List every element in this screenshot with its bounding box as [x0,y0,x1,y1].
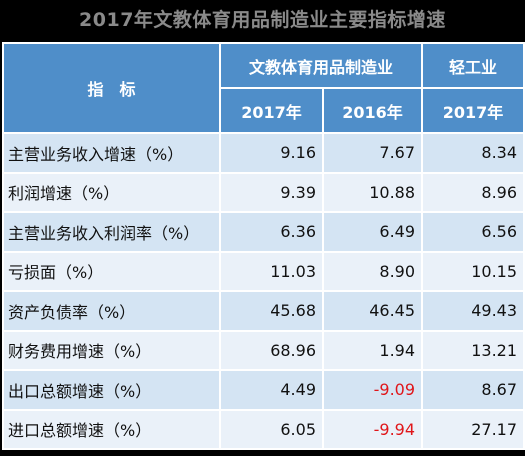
header-group-light-industry: 轻工业 [421,42,525,89]
cell-2017: 11.03 [219,250,324,292]
cell-2017: 6.36 [219,211,324,253]
row-label: 亏损面（%） [2,250,221,292]
header-group-stationery-sports: 文教体育用品制造业 [218,42,424,89]
cell-2016: -9.94 [321,408,424,450]
cell-2017: 9.16 [219,132,324,174]
cell-2016: 6.49 [321,211,424,253]
row-label: 主营业务收入利润率（%） [2,211,221,253]
header-indicator: 指 标 [2,42,221,134]
cell-2017: 4.49 [219,369,324,411]
cell-2016: 10.88 [321,171,424,213]
table-row: 资产负债率（%） 45.68 46.45 49.43 [2,290,525,332]
row-label: 进口总额增速（%） [2,408,221,450]
header-year-2017: 2017年 [219,87,324,134]
cell-2017: 45.68 [219,290,324,332]
header-year-2016: 2016年 [321,87,424,134]
cell-2017: 6.05 [219,408,324,450]
cell-2016: 46.45 [321,290,424,332]
cell-2016: 1.94 [321,329,424,371]
row-label: 主营业务收入增速（%） [2,132,221,174]
row-label: 利润增速（%） [2,171,221,213]
cell-light-2017: 49.43 [421,290,525,332]
cell-light-2017: 13.21 [421,329,525,371]
header-year-2017-light: 2017年 [421,87,525,134]
cell-light-2017: 27.17 [421,408,525,450]
table-title: 2017年文教体育用品制造业主要指标增速 [79,9,446,31]
table-row: 利润增速（%） 9.39 10.88 8.96 [2,171,525,213]
indicator-table: 指 标 文教体育用品制造业 轻工业 2017年 2016年 2017年 主营业务… [2,42,525,450]
cell-2017: 9.39 [219,171,324,213]
table-row: 进口总额增速（%） 6.05 -9.94 27.17 [2,408,525,450]
cell-2016: 8.90 [321,250,424,292]
row-label: 出口总额增速（%） [2,369,221,411]
row-label: 财务费用增速（%） [2,329,221,371]
cell-light-2017: 8.96 [421,171,525,213]
table-row: 主营业务收入增速（%） 9.16 7.67 8.34 [2,132,525,174]
cell-2016: 7.67 [321,132,424,174]
table-row: 亏损面（%） 11.03 8.90 10.15 [2,250,525,292]
cell-light-2017: 10.15 [421,250,525,292]
table-row: 出口总额增速（%） 4.49 -9.09 8.67 [2,369,525,411]
cell-light-2017: 6.56 [421,211,525,253]
cell-2017: 68.96 [219,329,324,371]
row-label: 资产负债率（%） [2,290,221,332]
cell-light-2017: 8.34 [421,132,525,174]
cell-light-2017: 8.67 [421,369,525,411]
cell-2016: -9.09 [321,369,424,411]
table-row: 主营业务收入利润率（%） 6.36 6.49 6.56 [2,211,525,253]
table-row: 财务费用增速（%） 68.96 1.94 13.21 [2,329,525,371]
